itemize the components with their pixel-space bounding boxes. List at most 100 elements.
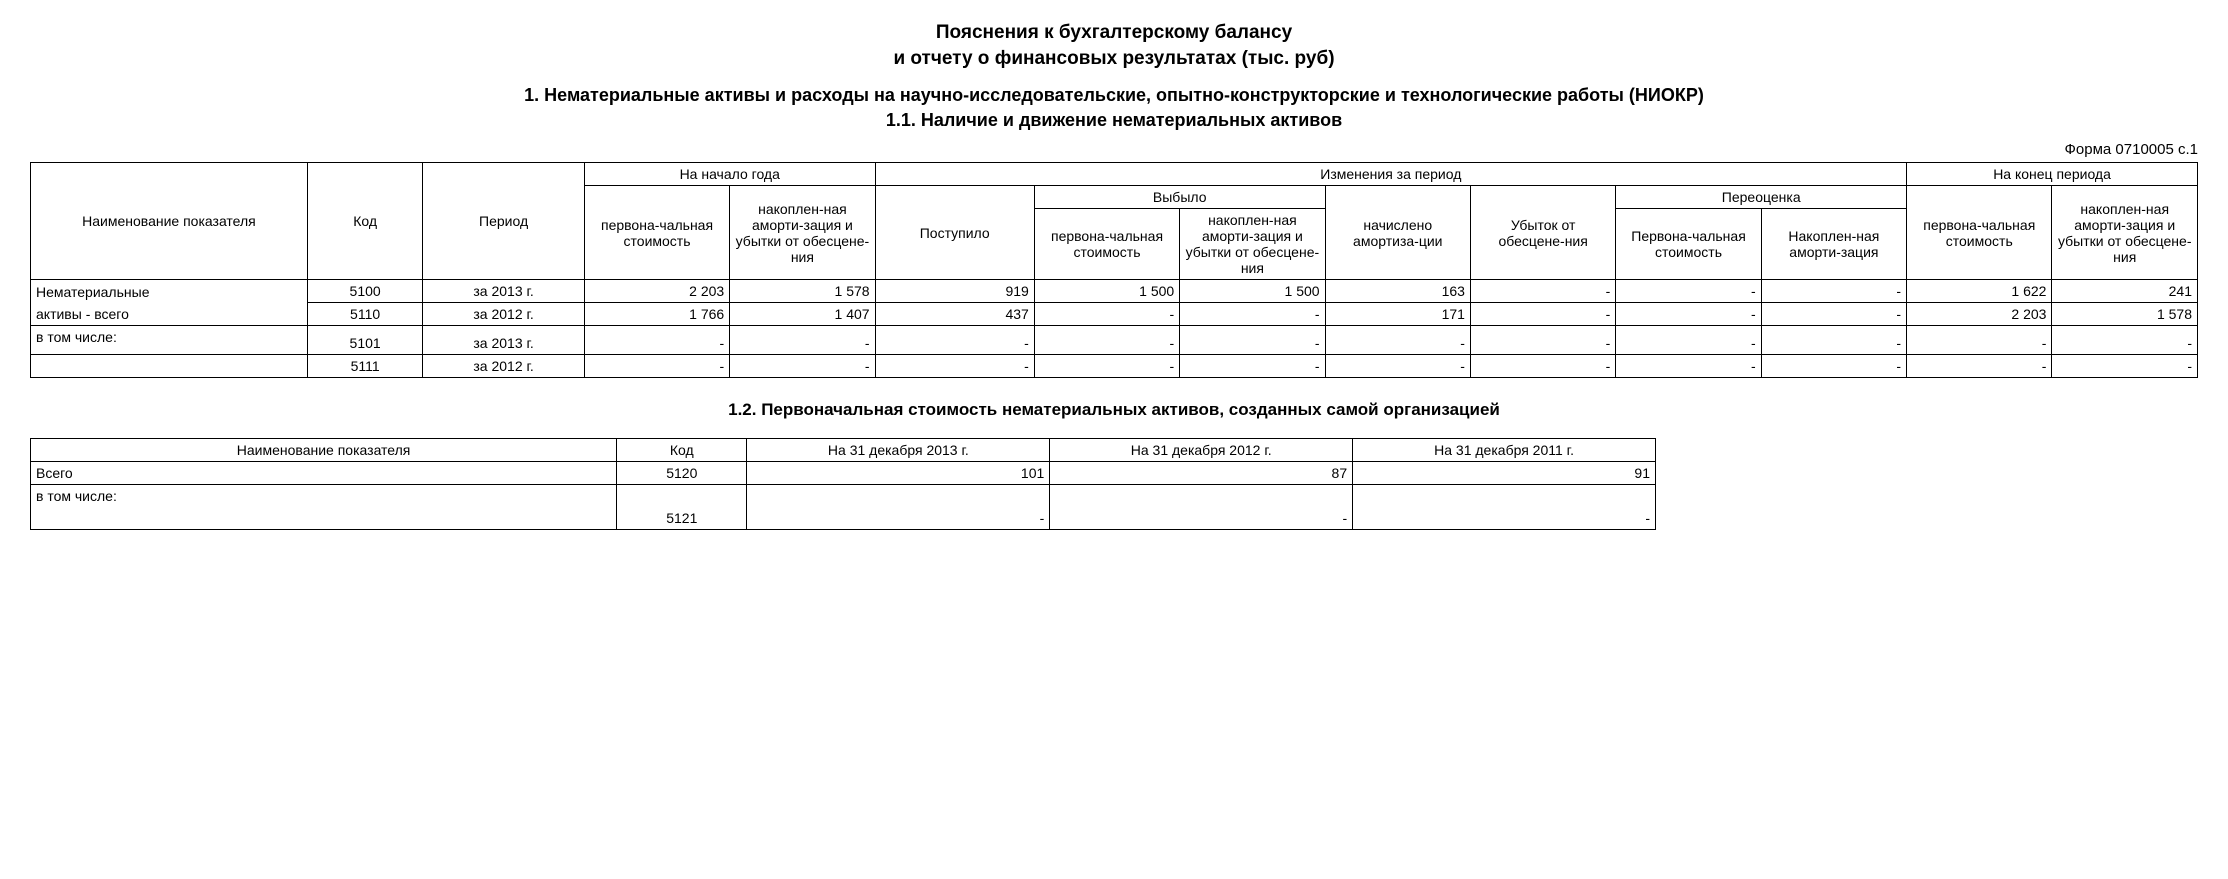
cell: - — [1325, 355, 1470, 378]
cell: - — [1616, 332, 1761, 355]
th-accrued: начислено амортиза-ции — [1325, 186, 1470, 280]
th2-2011: На 31 декабря 2011 г. — [1353, 439, 1656, 462]
cell: 2 203 — [1907, 303, 2052, 326]
cell-period: за 2012 г. — [423, 303, 585, 326]
table-11-body: Нематериальные 5100 за 2013 г. 2 203 1 5… — [31, 280, 2198, 378]
cell: 1 578 — [730, 280, 875, 303]
th-begin: На начало года — [584, 163, 875, 186]
cell: 171 — [1325, 303, 1470, 326]
cell: - — [1180, 355, 1325, 378]
title-line1: Пояснения к бухгалтерскому балансу — [30, 20, 2198, 46]
th-begin-pcost: первона-чальная стоимость — [584, 186, 729, 280]
cell-name: в том числе: — [31, 485, 617, 508]
cell-name: в том числе: — [31, 326, 308, 355]
cell: 1 500 — [1180, 280, 1325, 303]
cell: - — [1761, 355, 1906, 378]
table-11: Наименование показателя Код Период На на… — [30, 162, 2198, 378]
th-loss: Убыток от обесцене-ния — [1470, 186, 1615, 280]
cell-name: активы - всего — [31, 303, 308, 326]
cell: - — [1034, 332, 1179, 355]
cell: - — [2052, 332, 2198, 355]
th-disposed: Выбыло — [1034, 186, 1325, 209]
cell: - — [875, 355, 1034, 378]
th-end: На конец периода — [1907, 163, 2198, 186]
th2-2013: На 31 декабря 2013 г. — [747, 439, 1050, 462]
cell: - — [584, 332, 729, 355]
cell: - — [1761, 332, 1906, 355]
table-row: активы - всего 5110 за 2012 г. 1 766 1 4… — [31, 303, 2198, 326]
th-reval: Переоценка — [1616, 186, 1907, 209]
cell: - — [1325, 332, 1470, 355]
th-reval-amort: Накоплен-ная аморти-зация — [1761, 209, 1906, 280]
cell: 1 766 — [584, 303, 729, 326]
table-row: Всего 5120 101 87 91 — [31, 462, 1656, 485]
cell: - — [1761, 280, 1906, 303]
cell: - — [1353, 507, 1656, 530]
subsection-11-title: 1.1. Наличие и движение нематериальных а… — [30, 110, 2198, 131]
th-changes: Изменения за период — [875, 163, 1906, 186]
cell: - — [1616, 355, 1761, 378]
cell-period: за 2013 г. — [423, 332, 585, 355]
cell-period: за 2012 г. — [423, 355, 585, 378]
cell: - — [1470, 280, 1615, 303]
cell: - — [1907, 332, 2052, 355]
th-disp-pcost: первона-чальная стоимость — [1034, 209, 1179, 280]
th-end-pcost: первона-чальная стоимость — [1907, 186, 2052, 280]
cell: - — [1180, 332, 1325, 355]
cell-code: 5111 — [307, 355, 422, 378]
cell: - — [1616, 280, 1761, 303]
th-received: Поступило — [875, 186, 1034, 280]
cell: - — [1470, 355, 1615, 378]
cell: - — [1616, 303, 1761, 326]
cell-name — [31, 507, 617, 530]
cell-name: Всего — [31, 462, 617, 485]
cell: 1 500 — [1034, 280, 1179, 303]
th-end-amort: накоплен-ная аморти-зация и убытки от об… — [2052, 186, 2198, 280]
cell: - — [730, 332, 875, 355]
table-row: 5111 за 2012 г. - - - - - - - - - - - — [31, 355, 2198, 378]
table-12-body: Всего 5120 101 87 91 в том числе: 5121 -… — [31, 462, 1656, 530]
th-code: Код — [307, 163, 422, 280]
document-title: Пояснения к бухгалтерскому балансу и отч… — [30, 20, 2198, 71]
cell — [1050, 485, 1353, 508]
cell: - — [1470, 303, 1615, 326]
cell: - — [1761, 303, 1906, 326]
cell-period: за 2013 г. — [423, 280, 585, 303]
cell: 1 622 — [1907, 280, 2052, 303]
table-row: 5101 за 2013 г. - - - - - - - - - - - — [31, 332, 2198, 355]
cell-code: 5120 — [617, 462, 747, 485]
cell: - — [1050, 507, 1353, 530]
cell: - — [2052, 355, 2198, 378]
th2-name: Наименование показателя — [31, 439, 617, 462]
cell: - — [1034, 355, 1179, 378]
cell-code: 5100 — [307, 280, 422, 303]
cell-code: 5101 — [307, 332, 422, 355]
cell: 2 203 — [584, 280, 729, 303]
cell: - — [747, 507, 1050, 530]
table-row: Нематериальные 5100 за 2013 г. 2 203 1 5… — [31, 280, 2198, 303]
section-1-title: 1. Нематериальные активы и расходы на на… — [30, 85, 2198, 106]
cell: - — [1034, 303, 1179, 326]
cell-name: Нематериальные — [31, 280, 308, 303]
cell: 437 — [875, 303, 1034, 326]
cell-code — [617, 485, 747, 508]
th-begin-amort: накоплен-ная аморти-зация и убытки от об… — [730, 186, 875, 280]
cell-code: 5110 — [307, 303, 422, 326]
th-reval-pcost: Первона-чальная стоимость — [1616, 209, 1761, 280]
cell: 919 — [875, 280, 1034, 303]
cell — [1353, 485, 1656, 508]
cell: 1 578 — [2052, 303, 2198, 326]
cell: 91 — [1353, 462, 1656, 485]
cell — [747, 485, 1050, 508]
th-name: Наименование показателя — [31, 163, 308, 280]
table-row: 5121 - - - — [31, 507, 1656, 530]
cell: - — [1180, 303, 1325, 326]
table-12: Наименование показателя Код На 31 декабр… — [30, 438, 1656, 530]
cell-name — [31, 355, 308, 378]
cell: - — [584, 355, 729, 378]
th2-2012: На 31 декабря 2012 г. — [1050, 439, 1353, 462]
cell: 87 — [1050, 462, 1353, 485]
cell: - — [730, 355, 875, 378]
cell: 101 — [747, 462, 1050, 485]
cell: 163 — [1325, 280, 1470, 303]
